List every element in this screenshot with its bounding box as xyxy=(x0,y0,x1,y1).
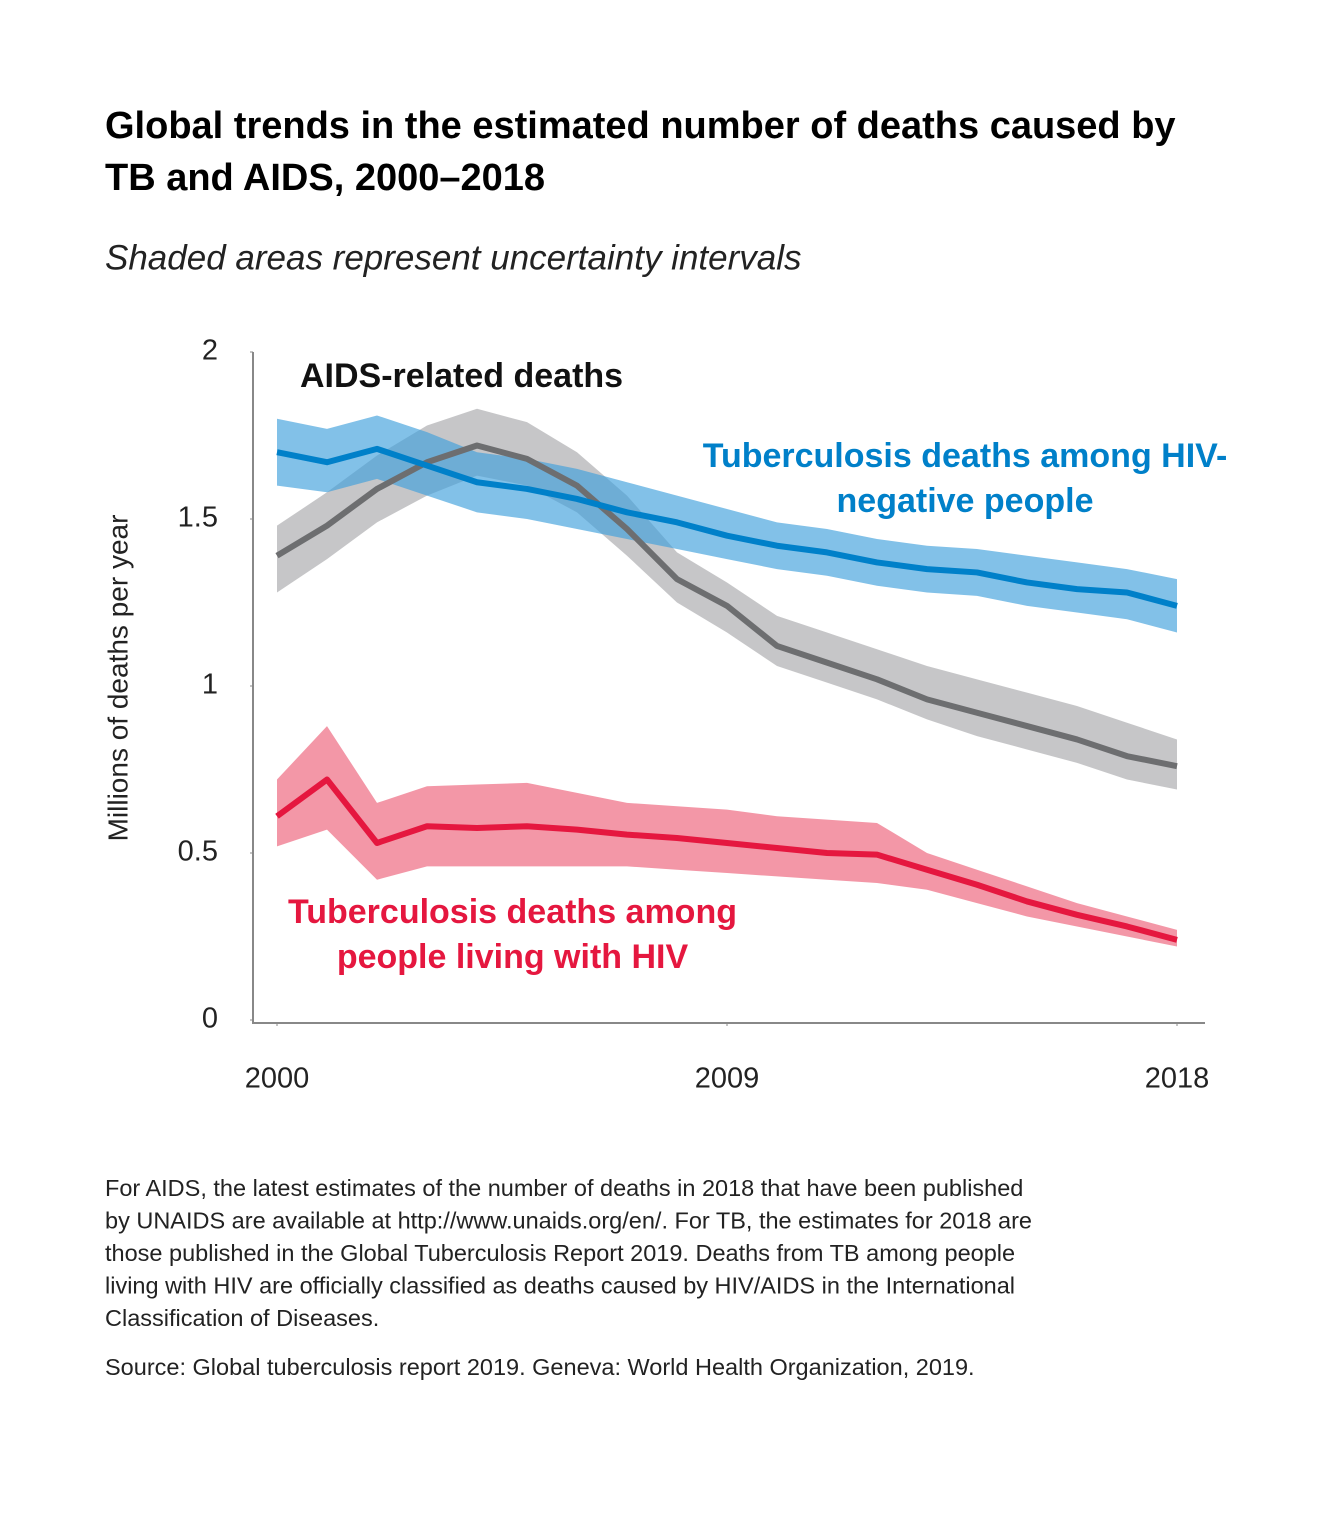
y-tick-label: 0 xyxy=(202,1003,218,1035)
y-tick-label: 1.5 xyxy=(178,502,218,534)
footnote: by UNAIDS are available at http://www.un… xyxy=(105,1208,1032,1234)
chart-subtitle: Shaded areas represent uncertainty inter… xyxy=(105,238,802,277)
x-tick-label: 2009 xyxy=(695,1063,760,1095)
source: Source: Global tuberculosis report 2019.… xyxy=(105,1354,975,1380)
plot xyxy=(275,408,1178,947)
series-line xyxy=(276,445,1178,609)
footnote: those published in the Global Tuberculos… xyxy=(105,1240,1015,1266)
y-tick-label: 1 xyxy=(202,669,218,701)
uncertainty-band xyxy=(277,408,1177,790)
series-line xyxy=(275,442,1178,770)
series-label: Tuberculosis deaths among HIV-negative p… xyxy=(702,437,1228,520)
y-tick-label: 2 xyxy=(202,335,218,367)
chart-title: Global trends in the estimated number of… xyxy=(105,105,1176,199)
y-axis-label: Millions of deaths per year xyxy=(102,515,133,842)
series-label: AIDS-related deaths xyxy=(300,357,624,395)
series-line xyxy=(275,776,1178,943)
uncertainty-band xyxy=(277,726,1177,947)
x-tick-label: 2000 xyxy=(245,1063,310,1095)
uncertainty-band xyxy=(277,415,1177,633)
footnote: living with HIV are officially classifie… xyxy=(105,1273,1015,1299)
series-label: Tuberculosis deaths among people living … xyxy=(287,893,737,976)
y-tick-label: 0.5 xyxy=(178,836,218,868)
footnote: Classification of Diseases. xyxy=(105,1305,379,1331)
footnote: For AIDS, the latest estimates of the nu… xyxy=(105,1175,1023,1201)
x-tick-label: 2018 xyxy=(1145,1063,1210,1095)
